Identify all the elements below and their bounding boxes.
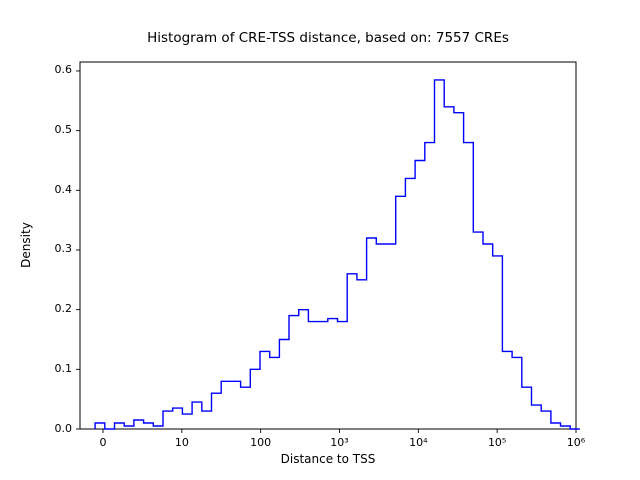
y-tick-label: 0.1	[54, 361, 73, 375]
x-tick-label: 10⁵	[487, 436, 507, 449]
y-tick-label: 0.2	[54, 302, 73, 316]
y-tick-label: 0.4	[54, 182, 73, 196]
x-axis-ticks	[102, 429, 577, 433]
y-tick-label: 0.3	[54, 242, 73, 256]
y-tick-label: 0.5	[54, 123, 73, 137]
x-tick-label: 100	[250, 436, 272, 449]
x-tick-label: 10⁴	[409, 436, 428, 449]
x-tick-label: 0	[99, 436, 107, 449]
x-tick-label: 10	[174, 436, 189, 449]
y-axis-label: Density	[19, 222, 33, 268]
y-axis-ticks	[76, 70, 80, 430]
y-tick-label: 0.0	[54, 421, 73, 435]
x-tick-label: 10⁶	[566, 436, 586, 449]
y-tick-label: 0.6	[54, 63, 73, 77]
chart-title: Histogram of CRE-TSS distance, based on:…	[147, 30, 509, 46]
x-axis-label: Distance to TSS	[280, 452, 376, 466]
histogram-step-line	[94, 79, 580, 430]
x-tick-label: 10³	[330, 436, 349, 449]
axes-box	[79, 61, 577, 430]
